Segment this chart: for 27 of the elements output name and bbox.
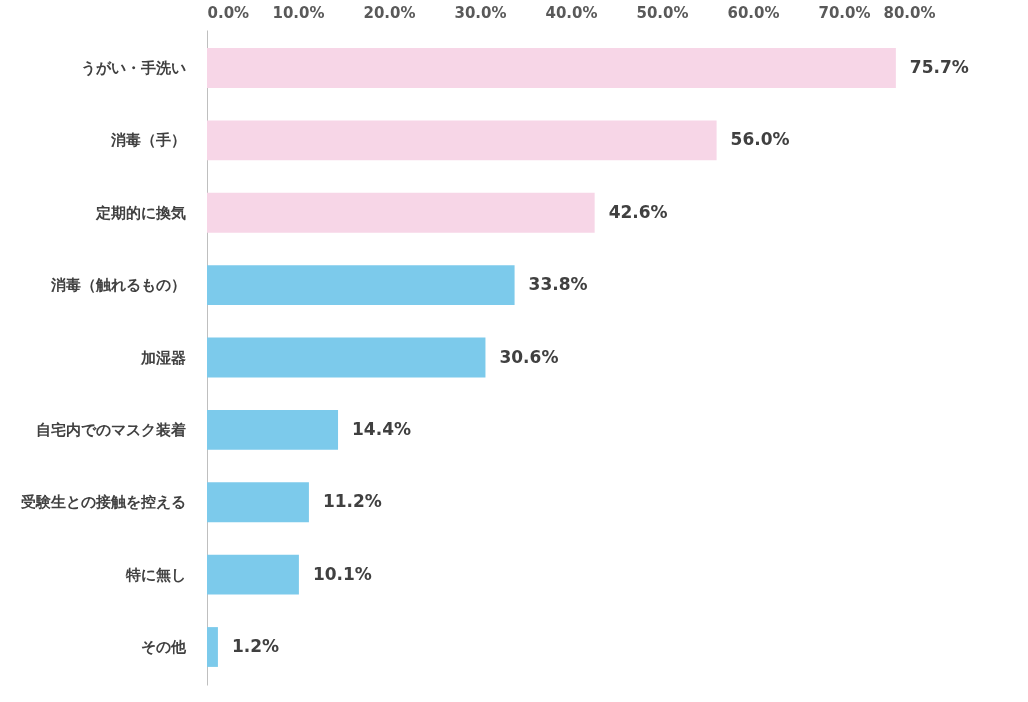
y-tick-label: 受験生との接触を控える [19,493,186,512]
y-tick-label: その他 [140,638,187,656]
data-label: 1.2% [231,636,280,656]
y-tick-label: 自宅内でのマスク装着 [35,420,186,439]
y-tick-label: 加湿器 [139,348,186,367]
x-tick-label: 30.0% [454,3,507,22]
data-label: 30.6% [499,346,559,367]
data-label: 56.0% [730,129,790,150]
data-label: 75.7% [909,57,969,77]
y-tick-label: 特に無し [124,565,186,584]
y-tick-label: 定期的に換気 [94,203,186,222]
x-tick-label: 70.0% [818,3,871,22]
y-tick-label: 消毒（触れるもの） [49,276,186,295]
x-tick-label: 60.0% [727,3,780,22]
y-tick-label: 消毒（手） [109,131,186,150]
x-tick-label: 20.0% [363,3,416,22]
data-label: 10.1% [312,563,372,584]
x-tick-label: 10.0% [272,3,325,22]
x-tick-label: 0.0% [207,3,250,22]
data-label: 14.4% [352,418,412,439]
x-tick-label: 80.0% [883,3,936,22]
data-label: 42.6% [608,201,668,222]
x-tick-label: 40.0% [545,3,598,22]
data-label: 33.8% [528,274,588,295]
data-label: 11.2% [322,491,382,512]
y-tick-label: うがい・手洗い [80,59,186,77]
x-tick-label: 50.0% [636,3,689,22]
